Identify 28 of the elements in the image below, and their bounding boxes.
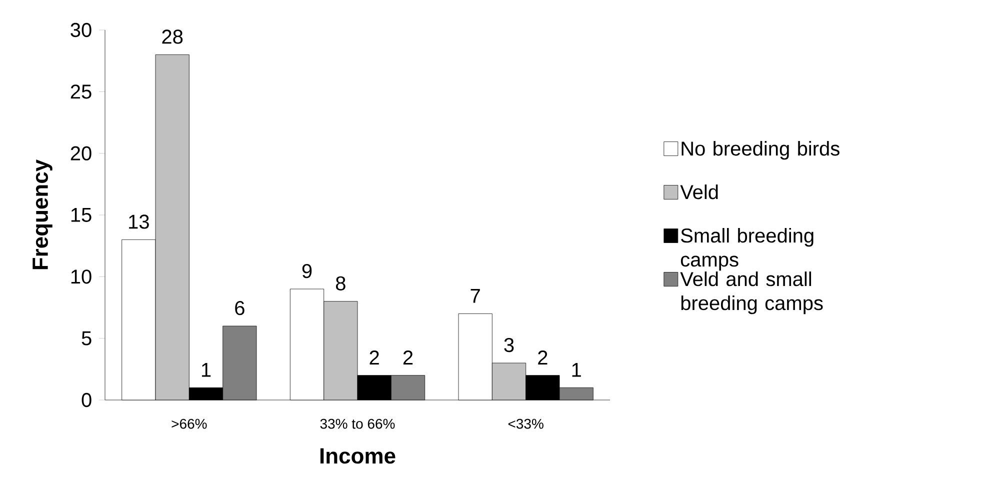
data-label: 6 — [235, 300, 244, 316]
y-tick-label: 20 — [70, 146, 92, 160]
data-label: 2 — [403, 350, 413, 364]
data-label: 3 — [504, 338, 514, 352]
data-label: 2 — [538, 350, 548, 364]
y-axis-title: Frequency — [32, 159, 52, 270]
data-label: 2 — [370, 350, 379, 364]
y-tick-label: 5 — [82, 331, 92, 346]
data-label: 7 — [470, 289, 480, 303]
data-label: 1 — [202, 363, 211, 377]
y-tick-label: 30 — [70, 22, 92, 38]
y-tick-label: 15 — [71, 208, 92, 222]
data-label: 13 — [129, 214, 149, 229]
legend-label: No breeding birds — [682, 141, 840, 160]
data-label: 9 — [302, 264, 312, 278]
x-tick-label: 33% to 66% — [320, 418, 395, 429]
x-tick-label: >66% — [172, 418, 207, 429]
x-axis-title: Income — [320, 448, 396, 464]
y-tick-label: 0 — [82, 392, 92, 408]
y-tick-label: 25 — [70, 84, 92, 99]
x-tick-label: <33% — [508, 418, 544, 429]
data-label: 28 — [162, 30, 183, 44]
data-label: 8 — [336, 276, 346, 290]
y-tick-label: 10 — [71, 270, 92, 284]
legend-label: Veld and small breeding camps — [680, 271, 823, 314]
legend-label: Veld — [680, 184, 718, 200]
data-label: 1 — [572, 363, 581, 377]
legend-label: Small breeding camps — [680, 228, 814, 271]
